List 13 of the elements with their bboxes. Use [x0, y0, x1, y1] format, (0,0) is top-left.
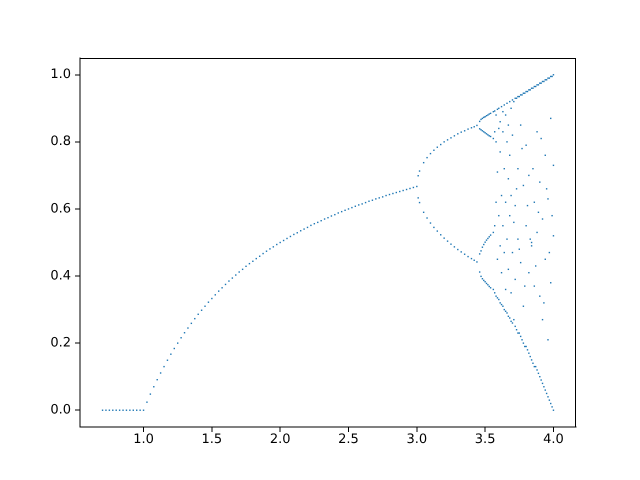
x-tick-label: 1.0	[133, 432, 154, 448]
y-tick-label: 0.8	[50, 134, 71, 150]
y-tick-label: 0.0	[50, 402, 71, 418]
y-tick-label: 0.4	[50, 268, 71, 284]
x-tick-label: 4.0	[543, 432, 564, 448]
x-tick-label: 2.5	[338, 432, 359, 448]
x-tick-label: 1.5	[202, 432, 222, 448]
x-tick-label: 2.0	[270, 432, 291, 448]
x-tick-label: 3.5	[474, 432, 496, 448]
y-tick-label: 1.0	[50, 67, 71, 82]
y-tick-label: 0.2	[50, 336, 71, 351]
x-tick-label: 3.0	[406, 432, 428, 448]
y-tick-label: 0.6	[50, 201, 71, 216]
